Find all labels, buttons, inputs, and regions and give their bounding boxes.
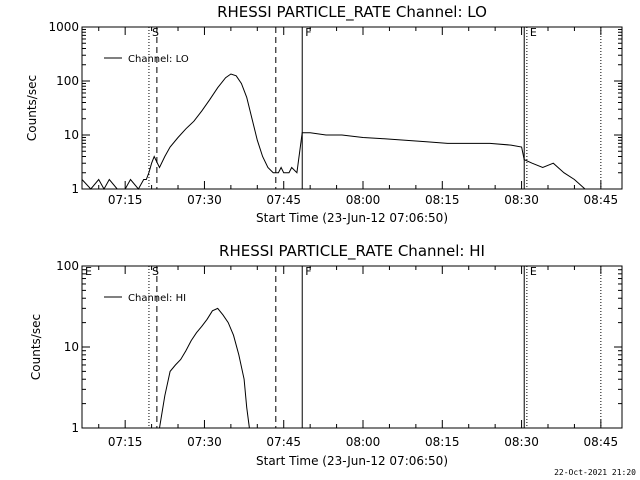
y-tick-label: 1: [71, 182, 79, 196]
y-tick-label: 100: [56, 259, 79, 273]
flag-label: F: [305, 26, 311, 39]
legend-label: Channel: LO: [128, 54, 189, 65]
chart-title: RHESSI PARTICLE_RATE Channel: HI: [219, 242, 485, 261]
x-tick-label: 07:30: [187, 435, 222, 449]
x-tick-label: 08:15: [425, 193, 460, 207]
flag-label: S: [152, 26, 159, 39]
chart-panel-hi: RHESSI PARTICLE_RATE Channel: HI 1 10 100 07…: [29, 242, 623, 468]
x-tick-label: 08:45: [584, 193, 619, 207]
y-tick-label: 10: [64, 340, 79, 354]
series-line: [159, 307, 250, 429]
timestamp: 22-Oct-2021 21:20: [554, 468, 636, 477]
x-tick-label: 07:45: [266, 193, 301, 207]
x-tick-label: 08:30: [504, 193, 539, 207]
x-axis-label: Start Time (23-Jun-12 07:06:50): [256, 454, 448, 468]
chart-panel-lo: RHESSI PARTICLE_RATE Channel: LO 1 10 100 10…: [25, 3, 623, 225]
chart-title: RHESSI PARTICLE_RATE Channel: LO: [217, 3, 487, 22]
x-axis-label: Start Time (23-Jun-12 07:06:50): [256, 211, 448, 225]
flag-label: E: [85, 265, 92, 278]
x-tick-label: 08:45: [584, 435, 619, 449]
flag-label: F: [305, 265, 311, 278]
y-tick-label: 10: [64, 128, 79, 142]
series-line: [81, 73, 596, 191]
x-tick-label: 07:15: [108, 435, 143, 449]
x-tick-label: 07:30: [187, 193, 222, 207]
x-tick-label: 07:45: [266, 435, 301, 449]
y-axis-label: Counts/sec: [29, 314, 43, 380]
x-tick-label: 08:15: [425, 435, 460, 449]
x-tick-label: 07:15: [108, 193, 143, 207]
y-axis-label: Counts/sec: [25, 75, 39, 141]
legend-label: Channel: HI: [128, 293, 186, 304]
plot-frame: [81, 26, 623, 190]
x-tick-label: 08:30: [504, 435, 539, 449]
flag-label: E: [530, 265, 537, 278]
flag-label: S: [152, 265, 159, 278]
y-tick-label: 100: [56, 74, 79, 88]
flag-label: E: [530, 26, 537, 39]
y-tick-label: 1000: [48, 20, 79, 34]
x-tick-label: 08:00: [346, 193, 381, 207]
y-tick-label: 1: [71, 421, 79, 435]
x-tick-label: 08:00: [346, 435, 381, 449]
